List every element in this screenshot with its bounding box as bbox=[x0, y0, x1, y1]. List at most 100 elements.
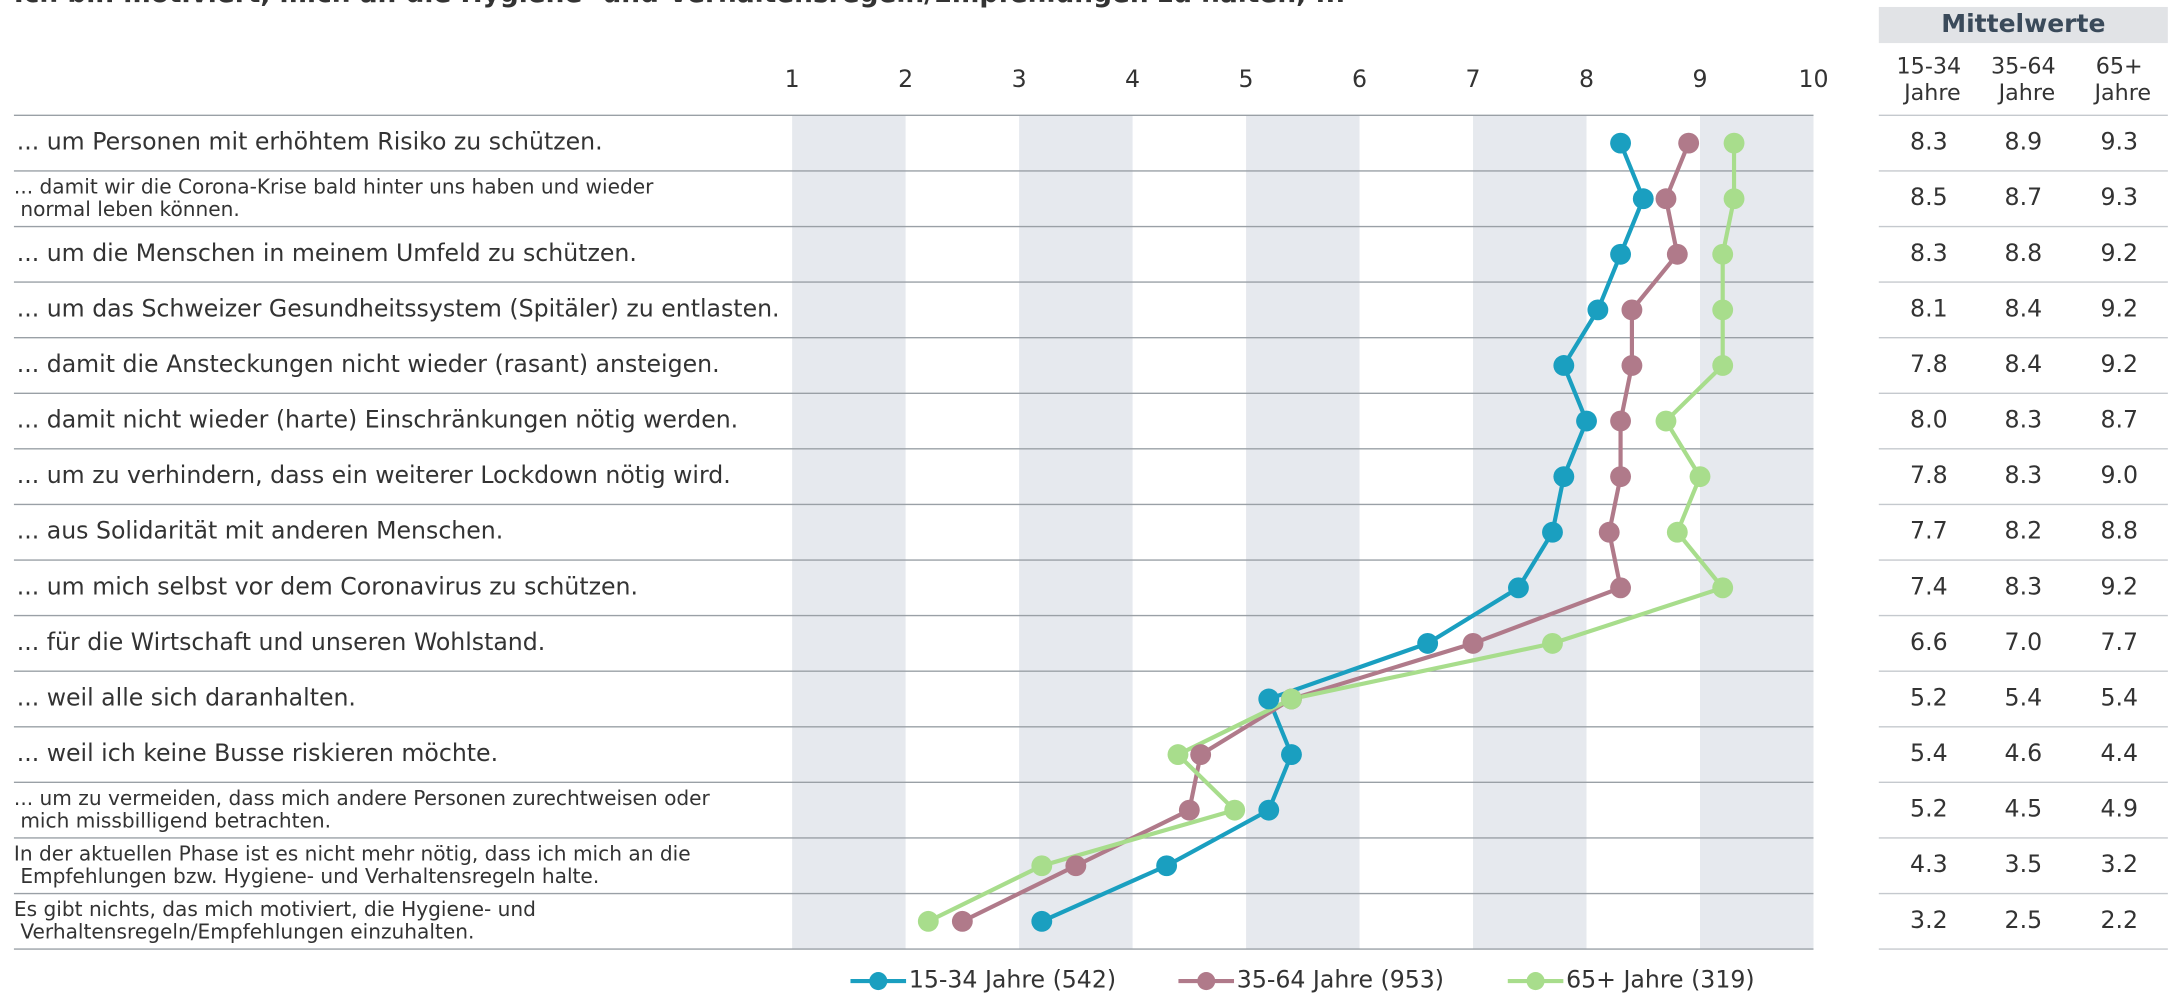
category-label: ... damit nicht wieder (harte) Einschrän… bbox=[17, 406, 738, 434]
data-point bbox=[1723, 188, 1745, 210]
data-point bbox=[1553, 355, 1575, 376]
table-header-bg bbox=[1878, 6, 2168, 44]
table-value: 7.7 bbox=[1910, 517, 1948, 545]
table-value: 8.4 bbox=[2005, 294, 2043, 322]
x-tick-label: 9 bbox=[1692, 65, 1707, 93]
data-point bbox=[1576, 410, 1597, 432]
table-value: 5.4 bbox=[2005, 683, 2043, 711]
data-point bbox=[1621, 355, 1643, 376]
data-point bbox=[1417, 632, 1439, 654]
legend-marker bbox=[869, 972, 888, 991]
data-point bbox=[1281, 688, 1302, 710]
data-point bbox=[1167, 744, 1189, 765]
category-label: ... weil ich keine Busse riskieren möcht… bbox=[17, 739, 498, 767]
grid-band bbox=[1019, 115, 1133, 950]
x-tick-label: 3 bbox=[1012, 65, 1027, 93]
x-tick-label: 7 bbox=[1466, 65, 1481, 93]
data-point bbox=[1190, 744, 1212, 765]
data-point bbox=[1587, 299, 1609, 321]
table-value: 6.6 bbox=[1910, 628, 1948, 656]
table-value: 8.3 bbox=[1910, 239, 1948, 267]
table-value: 8.8 bbox=[2100, 517, 2138, 545]
table-value: 4.9 bbox=[2100, 795, 2138, 823]
data-point bbox=[1632, 188, 1654, 210]
table-value: 8.2 bbox=[2005, 517, 2043, 545]
category-label: ... um mich selbst vor dem Coronavirus z… bbox=[17, 572, 638, 600]
category-label: ... aus Solidarität mit anderen Menschen… bbox=[17, 517, 504, 545]
table-value: 4.6 bbox=[2005, 739, 2043, 767]
data-point bbox=[1610, 577, 1631, 599]
x-tick-label: 6 bbox=[1352, 65, 1367, 93]
grid-band bbox=[792, 115, 906, 950]
table-value: 7.4 bbox=[1910, 572, 1948, 600]
category-label: In der aktuellen Phase ist es nicht mehr… bbox=[14, 841, 691, 887]
category-label: ... damit wir die Corona-Krise bald hint… bbox=[14, 174, 654, 220]
data-point bbox=[1031, 910, 1053, 932]
category-label: ... für die Wirtschaft und unseren Wohls… bbox=[17, 628, 546, 656]
data-point bbox=[1178, 799, 1200, 821]
category-label: ... weil alle sich daranhalten. bbox=[17, 683, 356, 711]
table-value: 8.9 bbox=[2005, 128, 2043, 156]
table-value: 8.3 bbox=[2005, 406, 2043, 434]
table-value: 8.3 bbox=[1910, 128, 1948, 156]
grid-band bbox=[1700, 115, 1814, 950]
category-label: ... damit die Ansteckungen nicht wieder … bbox=[17, 350, 720, 378]
legend-label: 35-64 Jahre (953) bbox=[1237, 966, 1444, 994]
category-label: ... um zu verhindern, dass ein weiterer … bbox=[17, 461, 731, 489]
legend-marker bbox=[1197, 972, 1216, 991]
table-value: 8.3 bbox=[2005, 572, 2043, 600]
data-point bbox=[1031, 855, 1053, 877]
grid-band bbox=[1473, 115, 1587, 950]
table-value: 8.5 bbox=[1910, 183, 1948, 211]
table-value: 7.8 bbox=[1910, 350, 1948, 378]
data-point bbox=[1258, 799, 1280, 821]
data-point bbox=[1542, 521, 1563, 543]
data-point bbox=[1065, 855, 1087, 877]
data-point bbox=[1610, 466, 1631, 488]
category-label: ... um Personen mit erhöhtem Risiko zu s… bbox=[17, 128, 603, 156]
x-tick-label: 8 bbox=[1579, 65, 1594, 93]
table-value: 8.4 bbox=[2005, 350, 2043, 378]
data-point bbox=[1712, 577, 1734, 599]
table-title: Mittelwerte bbox=[1941, 9, 2105, 38]
table-column-header: 65+ Jahre bbox=[2087, 53, 2151, 105]
category-label: ... um zu vermeiden, dass mich andere Pe… bbox=[14, 786, 711, 832]
data-point bbox=[1281, 744, 1302, 765]
data-point bbox=[1542, 632, 1563, 654]
table-value: 2.2 bbox=[2100, 906, 2138, 934]
table-value: 5.4 bbox=[1910, 739, 1948, 767]
table-value: 3.5 bbox=[2005, 850, 2043, 878]
data-point bbox=[1553, 466, 1575, 488]
data-point bbox=[1712, 355, 1734, 376]
table-value: 4.4 bbox=[2100, 739, 2138, 767]
table-value: 8.3 bbox=[2005, 461, 2043, 489]
table-value: 4.5 bbox=[2005, 795, 2043, 823]
table-value: 8.7 bbox=[2100, 406, 2138, 434]
chart-title: Ich bin motiviert, mich an die Hygiene- … bbox=[14, 0, 1345, 9]
table-value: 3.2 bbox=[1910, 906, 1948, 934]
table-value: 2.5 bbox=[2005, 906, 2043, 934]
data-point bbox=[1610, 132, 1631, 154]
table-column-header: 35-64 Jahre bbox=[1991, 53, 2056, 105]
data-point bbox=[1224, 799, 1246, 821]
data-point bbox=[1508, 577, 1529, 599]
data-point bbox=[1678, 132, 1700, 154]
table-value: 5.4 bbox=[2100, 683, 2138, 711]
data-point bbox=[1258, 688, 1280, 710]
legend-marker bbox=[1526, 972, 1545, 991]
x-tick-label: 5 bbox=[1239, 65, 1254, 93]
x-tick-label: 4 bbox=[1125, 65, 1140, 93]
category-label: ... um die Menschen in meinem Umfeld zu … bbox=[17, 239, 637, 267]
table-value: 9.2 bbox=[2100, 350, 2138, 378]
table-value: 8.7 bbox=[2005, 183, 2043, 211]
data-point bbox=[1655, 410, 1677, 432]
category-label: Es gibt nichts, das mich motiviert, die … bbox=[14, 897, 536, 943]
x-tick-label: 2 bbox=[898, 65, 913, 93]
x-tick-label: 10 bbox=[1798, 65, 1828, 93]
data-point bbox=[1598, 521, 1620, 543]
table-value: 4.3 bbox=[1910, 850, 1948, 878]
table-value: 3.2 bbox=[2100, 850, 2138, 878]
data-point bbox=[1610, 410, 1631, 432]
table-value: 9.0 bbox=[2100, 461, 2138, 489]
